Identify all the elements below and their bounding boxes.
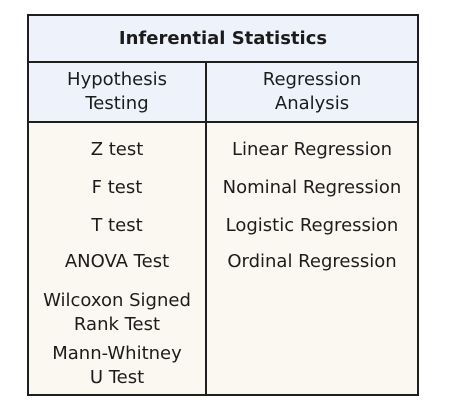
list-item-ordinal-regression: Ordinal Regression	[227, 251, 397, 272]
list-item-mann-whitney-u-test: Mann-Whitney U Test	[52, 343, 182, 388]
inferential-statistics-table: Inferential Statistics Hypothesis Testin…	[27, 14, 419, 396]
list-item-wilcoxon-signed-rank-test: Wilcoxon Signed Rank Test	[43, 290, 191, 335]
column-divider	[205, 63, 207, 394]
table-body: Z test F test T test ANOVA Test Wilcoxon…	[29, 123, 417, 394]
table-title: Inferential Statistics	[29, 16, 417, 63]
list-item-linear-regression: Linear Regression	[231, 139, 393, 160]
header-row: Hypothesis Testing Regression Analysis	[29, 63, 417, 123]
list-item-anova-test: ANOVA Test	[64, 251, 170, 272]
list-item-nominal-regression: Nominal Regression	[222, 177, 402, 198]
header-regression-analysis: Regression Analysis	[262, 69, 362, 114]
header-hypothesis-testing: Hypothesis Testing	[67, 69, 167, 114]
list-item-t-test: T test	[91, 215, 143, 236]
list-item-z-test: Z test	[90, 139, 144, 160]
list-item-f-test: F test	[91, 177, 143, 198]
list-item-logistic-regression: Logistic Regression	[225, 215, 399, 236]
